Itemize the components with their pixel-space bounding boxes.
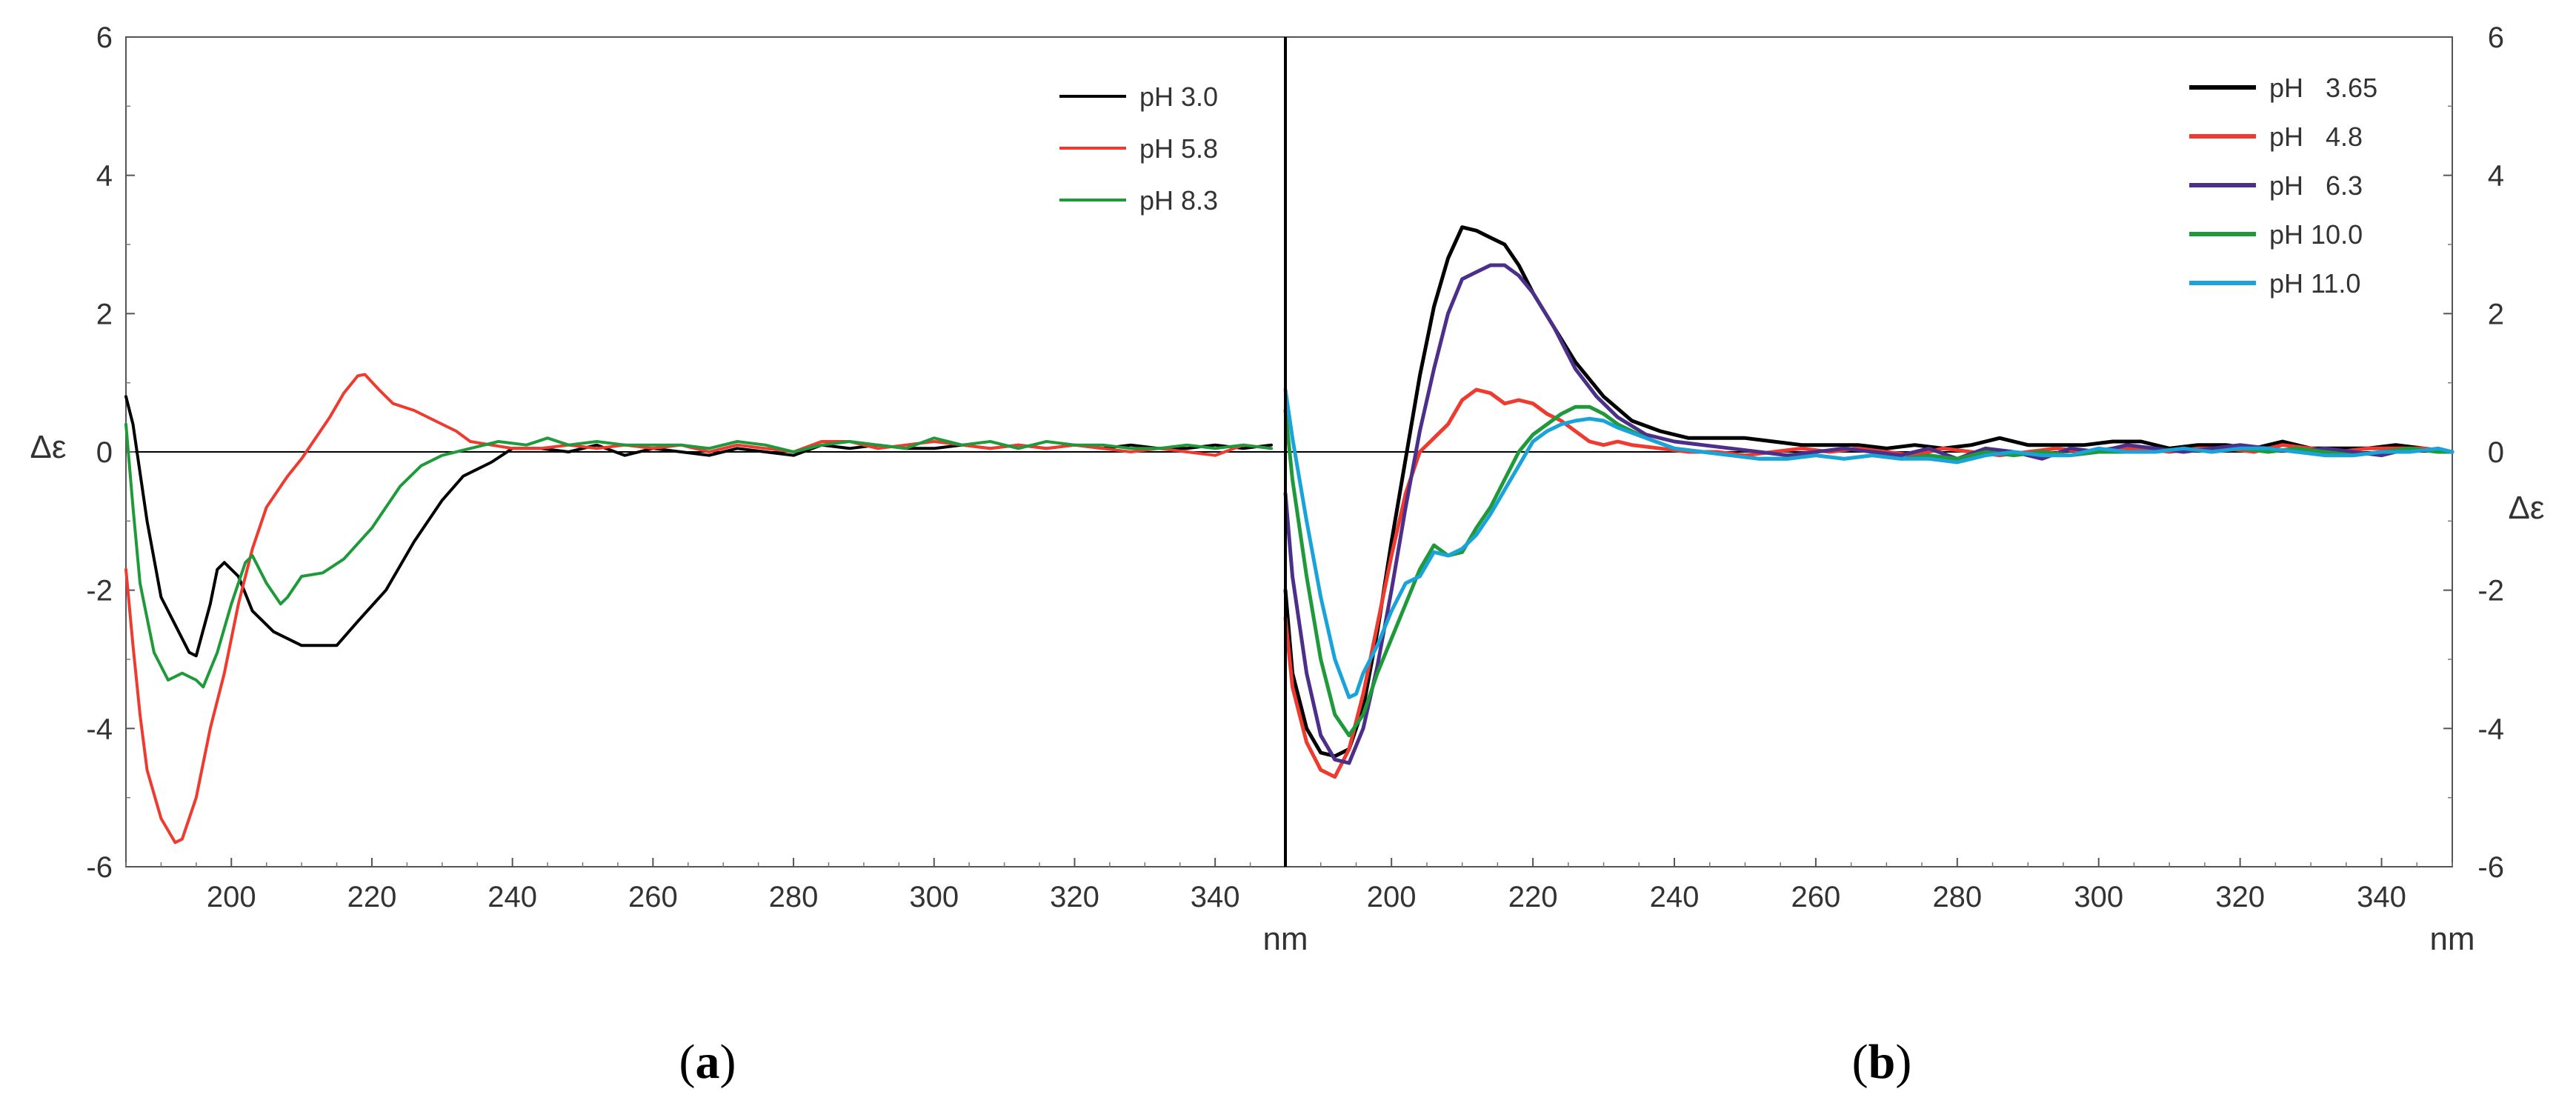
panel-a-legend-label-2: pH 5.8 [1139,133,1218,164]
panel-b-xtick-label: 320 [2215,881,2265,913]
panel-a-series-line-2 [124,373,1273,845]
panel-a-label-close: ) [720,1035,736,1089]
panel-a-ytick-label: -6 [86,851,113,884]
panel-b-legend-label-4: pH 10.0 [2269,219,2363,250]
panel-a-ytick-label: -4 [86,713,113,745]
panel-b-ytick-label: -6 [2477,851,2504,884]
panel-a-xtick-label: 200 [207,881,256,913]
panel-b-label-close: ) [1895,1035,1911,1089]
panel-b-axes: 200 220 240 260 280 300 320 340 -6 -4 -2 0 2 4 6 [1285,21,2504,913]
panel-b-ylabel: Δε [2508,490,2544,526]
panel-a-axes: 200 220 240 260 280 300 320 340 -6 -4 -2 0 2 4 6 [86,21,1286,913]
panel-b-legend-label-2: pH 4.8 [2269,121,2363,152]
panel-b-legend-label-3: pH 6.3 [2269,170,2363,201]
panel-b-xtick-label: 200 [1367,881,1417,913]
panel-b-ytick-label: 4 [2488,160,2504,193]
panel-a: 200 220 240 260 280 300 320 340 -6 -4 -2 0 2 4 6 nm Δε… [30,21,1308,1089]
panel-b-series-line-1 [1283,225,2454,759]
panel-b-legend: pH 3.65 pH 4.8 pH 6.3 pH 10.0 pH 11.0 [2189,73,2377,299]
panel-a-ytick-label: 6 [96,21,113,54]
panel-b-xtick-label: 280 [1932,881,1982,913]
panel-a-xtick-label: 260 [628,881,678,913]
panel-b-label-open: ( [1852,1035,1868,1089]
panel-a-legend: pH 3.0 pH 5.8 pH 8.3 [1059,81,1218,216]
panel-b-ytick-label: 6 [2488,21,2504,54]
panel-b-xtick-label: 340 [2357,881,2406,913]
panel-b-series-group [1283,225,2454,779]
panel-a-ytick-label: 0 [96,436,113,469]
panel-a-ylabel: Δε [30,429,66,465]
panel-b-label: (b) [1852,1035,1912,1089]
panel-a-series-group [124,373,1273,845]
panel-a-ytick-label: -2 [86,575,113,607]
panel-b-ytick-label: 0 [2488,436,2504,469]
panel-b-label-letter: b [1868,1035,1896,1089]
panel-b-xtick-label: 220 [1508,881,1558,913]
panel-a-ytick-label: 2 [96,298,113,330]
panel-b-legend-label-1: pH 3.65 [2269,73,2377,103]
panel-b-xtick-label: 240 [1650,881,1700,913]
panel-b-legend-label-5: pH 11.0 [2269,268,2360,299]
panel-b-xtick-label: 260 [1791,881,1841,913]
panel-a-xtick-label: 300 [909,881,959,913]
panel-a-label-letter: a [696,1035,720,1089]
panel-a-xtick-label: 340 [1191,881,1240,913]
panel-a-xtick-label: 280 [769,881,819,913]
panel-b-ytick-label: -4 [2477,713,2504,745]
panel-a-xtick-label: 220 [347,881,397,913]
panel-b-series-line-5 [1283,387,2454,699]
panel-a-xtick-label: 320 [1050,881,1099,913]
panel-b-series-line-3 [1283,263,2454,765]
panel-a-xtick-label: 240 [487,881,537,913]
panel-a-label-open: ( [679,1035,696,1089]
panel-a-series-line-3 [124,422,1273,689]
panel-a-ytick-label: 4 [96,160,113,193]
panel-b-ytick-label: -2 [2477,575,2504,607]
panel-b-xlabel: nm [2429,921,2475,957]
panel-a-xlabel: nm [1262,921,1308,957]
panel-a-legend-label-1: pH 3.0 [1139,81,1218,112]
panel-a-label: (a) [679,1035,736,1089]
panel-a-legend-label-3: pH 8.3 [1139,185,1218,216]
panel-b-ytick-label: 2 [2488,298,2504,330]
panel-b-xtick-label: 300 [2074,881,2123,913]
